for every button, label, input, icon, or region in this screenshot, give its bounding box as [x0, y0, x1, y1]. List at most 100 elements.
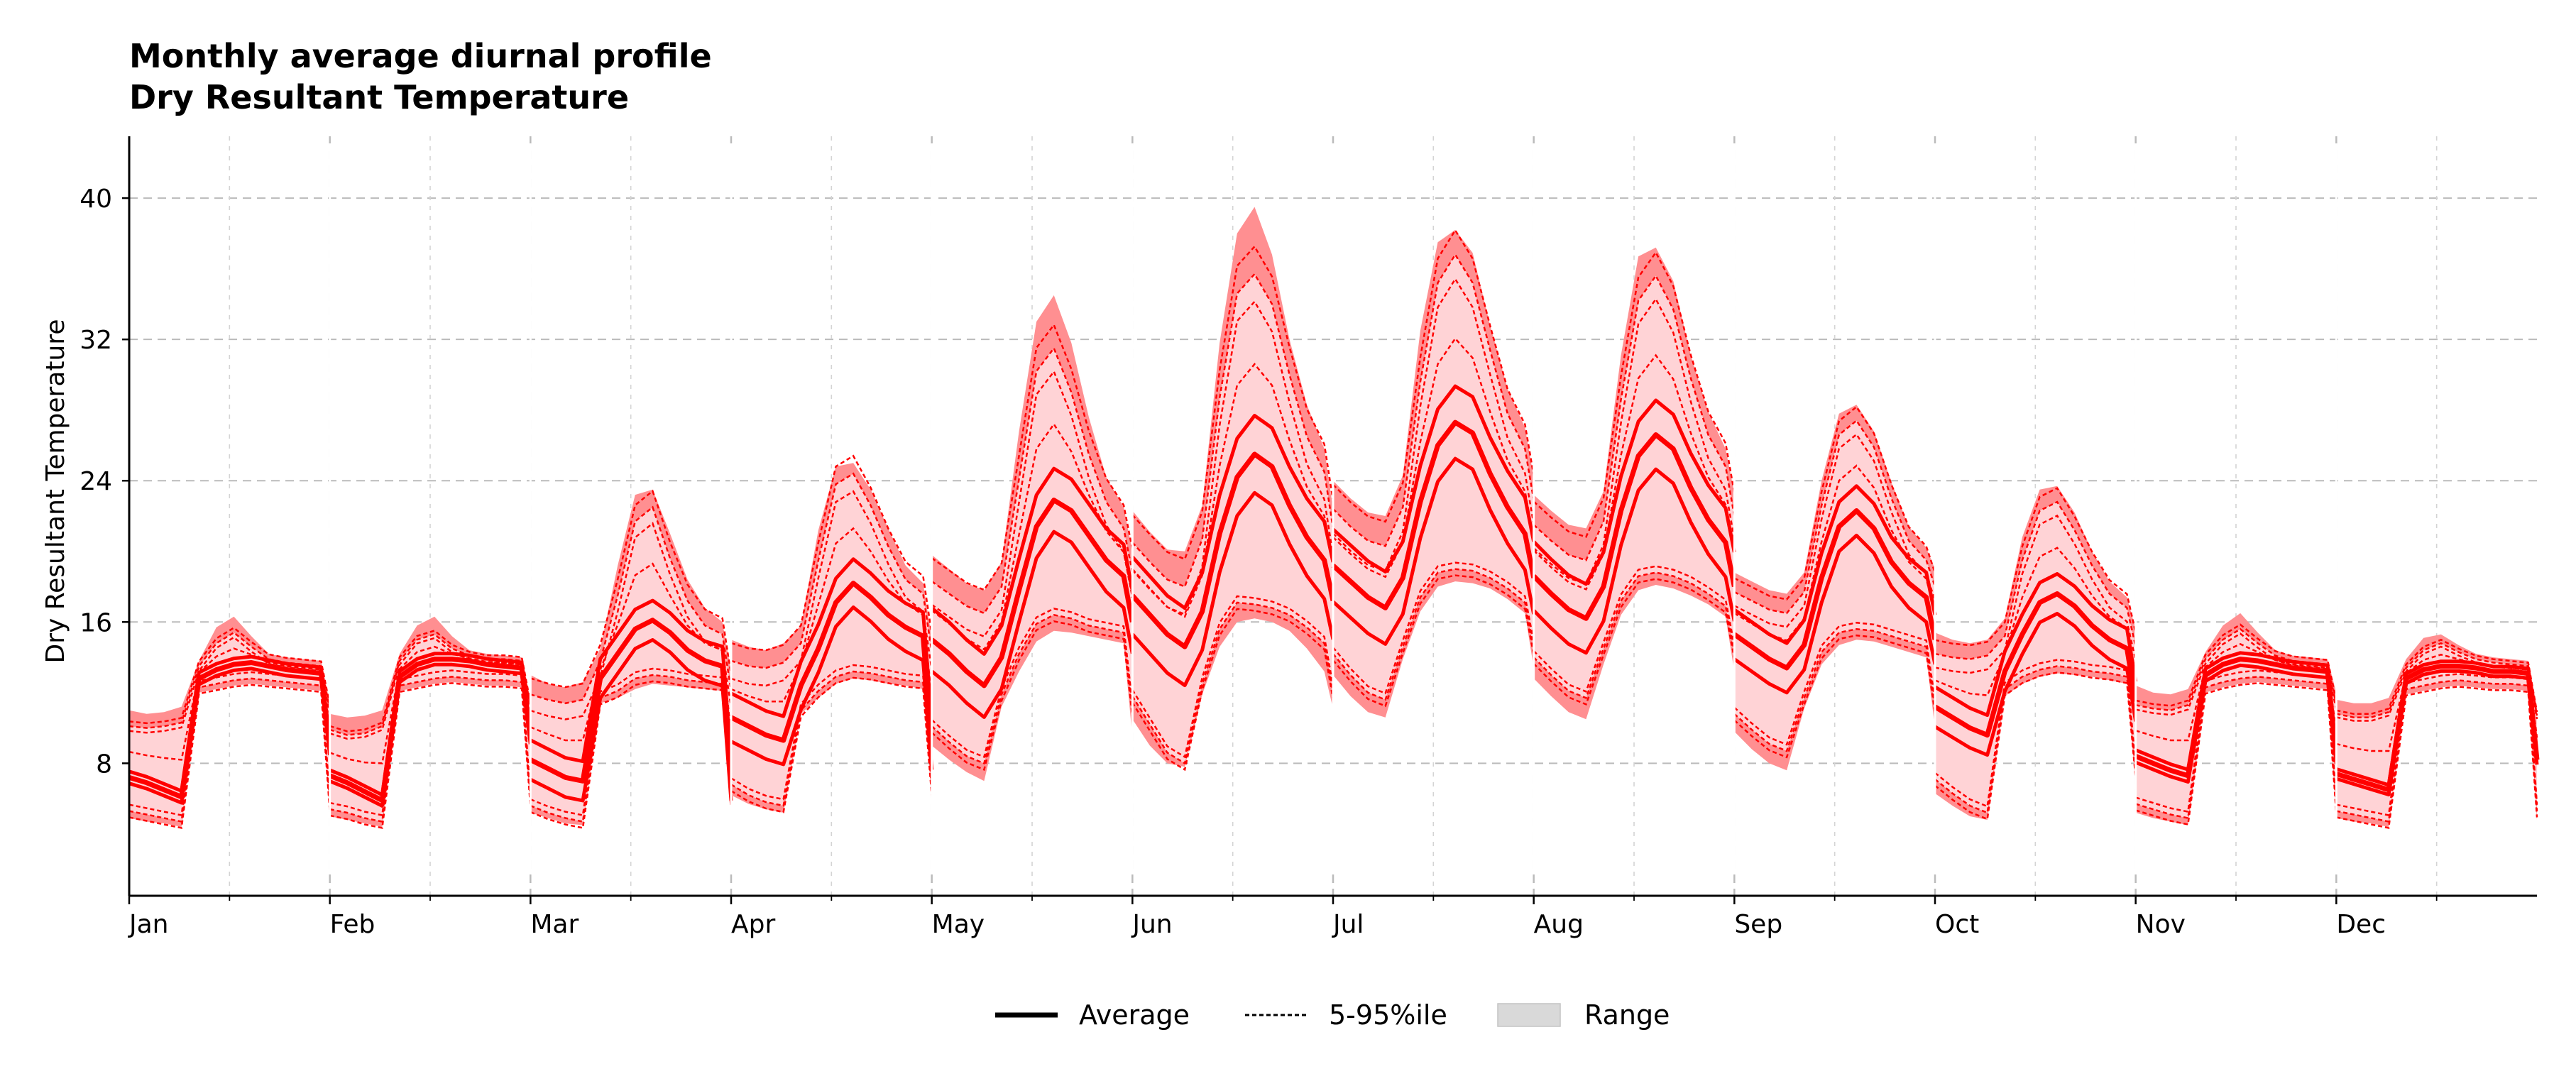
legend-average-label: Average [1079, 999, 1190, 1031]
percentile-mid-line [1934, 547, 2137, 696]
percentile-5-line [329, 676, 532, 823]
percentile-5-line [1733, 634, 1936, 759]
average-line [1131, 414, 1335, 610]
range-upper-band [530, 489, 731, 703]
percentile-5-line [730, 676, 933, 813]
percentile-95-line [1733, 433, 1936, 628]
average-line [1934, 612, 2138, 757]
x-tick-label: Jan [128, 910, 169, 939]
percentile-mid-line [1131, 363, 1334, 618]
percentile-5-line [329, 682, 532, 829]
average-line [930, 498, 1135, 689]
average-line [2134, 657, 2339, 779]
axes: 8 16 24 32 40 Jan Feb Mar Apr May Jun Jul Aug Sep Oct N… [80, 136, 2537, 939]
x-tick-label: Jun [1131, 910, 1172, 939]
month-group-dec [2335, 143, 2540, 874]
percentile-5-line [329, 669, 532, 816]
month-group-jul [1331, 143, 1537, 874]
percentile-95-line [1533, 297, 1736, 585]
plot-area [128, 143, 2540, 874]
y-tick-label: 40 [80, 185, 112, 214]
range-lower-band [2135, 676, 2337, 826]
average-line [2134, 651, 2338, 772]
range-upper-band [1333, 229, 1534, 547]
average-line [2335, 664, 2540, 793]
month-group-mar [529, 143, 734, 874]
percentile-mid-line [128, 647, 331, 761]
average-line [1733, 484, 1937, 645]
percentile-5-line [2336, 679, 2538, 823]
y-tick-label: 16 [80, 608, 112, 637]
average-line [128, 660, 333, 800]
percentile-95-line [2135, 632, 2337, 716]
percentile-95-line [931, 369, 1134, 638]
average-line [1131, 490, 1335, 688]
average-line [1130, 451, 1336, 649]
x-tick-label: Nov [2136, 910, 2186, 939]
y-axis-label: Dry Resultant Temperature [41, 319, 70, 664]
average-line [931, 530, 1134, 719]
x-tick-label: Aug [1534, 910, 1584, 939]
percentile-5-line [1131, 595, 1334, 759]
percentile-mid-line [530, 562, 733, 742]
percentile-5-line [1733, 628, 1936, 752]
percentile-5-line [1131, 608, 1334, 772]
percentile-5-line [530, 680, 733, 829]
percentile-5-line [931, 620, 1134, 771]
average-line [329, 657, 533, 803]
chart-subtitle: Dry Resultant Temperature [129, 78, 630, 116]
percentile-5-line [1533, 578, 1736, 706]
chart-title: Monthly average diurnal profile [129, 37, 712, 75]
legend-range-label: Range [1584, 999, 1670, 1031]
percentile-5-line [1332, 568, 1535, 701]
range-band [1533, 247, 1735, 720]
y-tick-label: 8 [96, 750, 112, 779]
average-line [128, 667, 332, 805]
average-line [730, 557, 934, 722]
percentile-5-line [1934, 659, 2137, 808]
range-upper-band [2336, 634, 2537, 718]
month-group-apr [730, 143, 935, 874]
percentile-5-line [530, 674, 733, 823]
percentile-5-line [931, 613, 1134, 765]
range-lower-band [1935, 666, 2136, 820]
range-upper-band [129, 616, 330, 728]
percentile-5-line [530, 667, 733, 816]
legend-percentile-label: 5-95%ile [1329, 999, 1447, 1031]
percentile-95-line [1733, 419, 1936, 615]
month-group-jan [128, 616, 333, 829]
x-tick-label: May [932, 910, 985, 939]
percentile-95-line [329, 630, 532, 733]
chart-title-block: Monthly average diurnal profile Dry Resu… [129, 35, 712, 118]
percentile-5-line [2135, 682, 2337, 826]
percentile-95-line [730, 490, 933, 687]
percentile-mid-line [329, 645, 532, 764]
legend: Average 5-95%ile Range [995, 999, 1670, 1031]
average-line [1331, 419, 1537, 610]
month-group-may [930, 143, 1135, 874]
average-line [1934, 572, 2138, 718]
percentile-5-line [1733, 622, 1936, 746]
percentile-95-line [2336, 645, 2538, 722]
average-line [1332, 456, 1536, 646]
average-line [730, 605, 934, 770]
percentile-95-line [1332, 229, 1535, 523]
x-tick-label: Apr [731, 910, 775, 939]
percentile-5-line [128, 684, 331, 829]
average-line [2335, 659, 2539, 787]
percentile-95-line [1934, 487, 2137, 647]
percentile-95-line [1934, 500, 2137, 660]
average-line [1733, 508, 1938, 671]
average-line [2134, 663, 2338, 784]
x-tick-label: Sep [1734, 910, 1782, 939]
month-group-aug [1532, 143, 1737, 874]
month-group-nov [2134, 143, 2339, 874]
range-upper-band [2135, 613, 2337, 711]
average-line [1934, 591, 2139, 738]
range-upper-band [1533, 247, 1735, 561]
percentile-95-line [2336, 642, 2538, 718]
percentile-mid-line [1533, 353, 1736, 591]
percentile-95-line [1934, 514, 2137, 674]
